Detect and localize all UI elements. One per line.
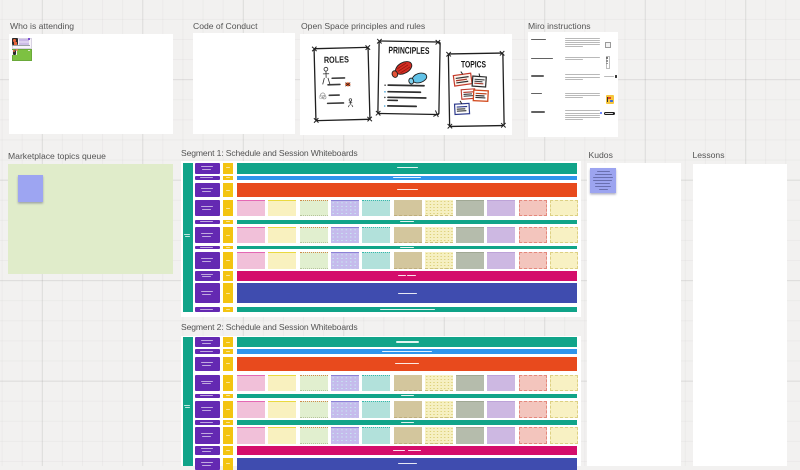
svg-text:PRINCIPLES: PRINCIPLES [388,45,429,57]
svg-text:ROLES: ROLES [324,54,349,65]
svg-text:TOPICS: TOPICS [461,59,486,69]
